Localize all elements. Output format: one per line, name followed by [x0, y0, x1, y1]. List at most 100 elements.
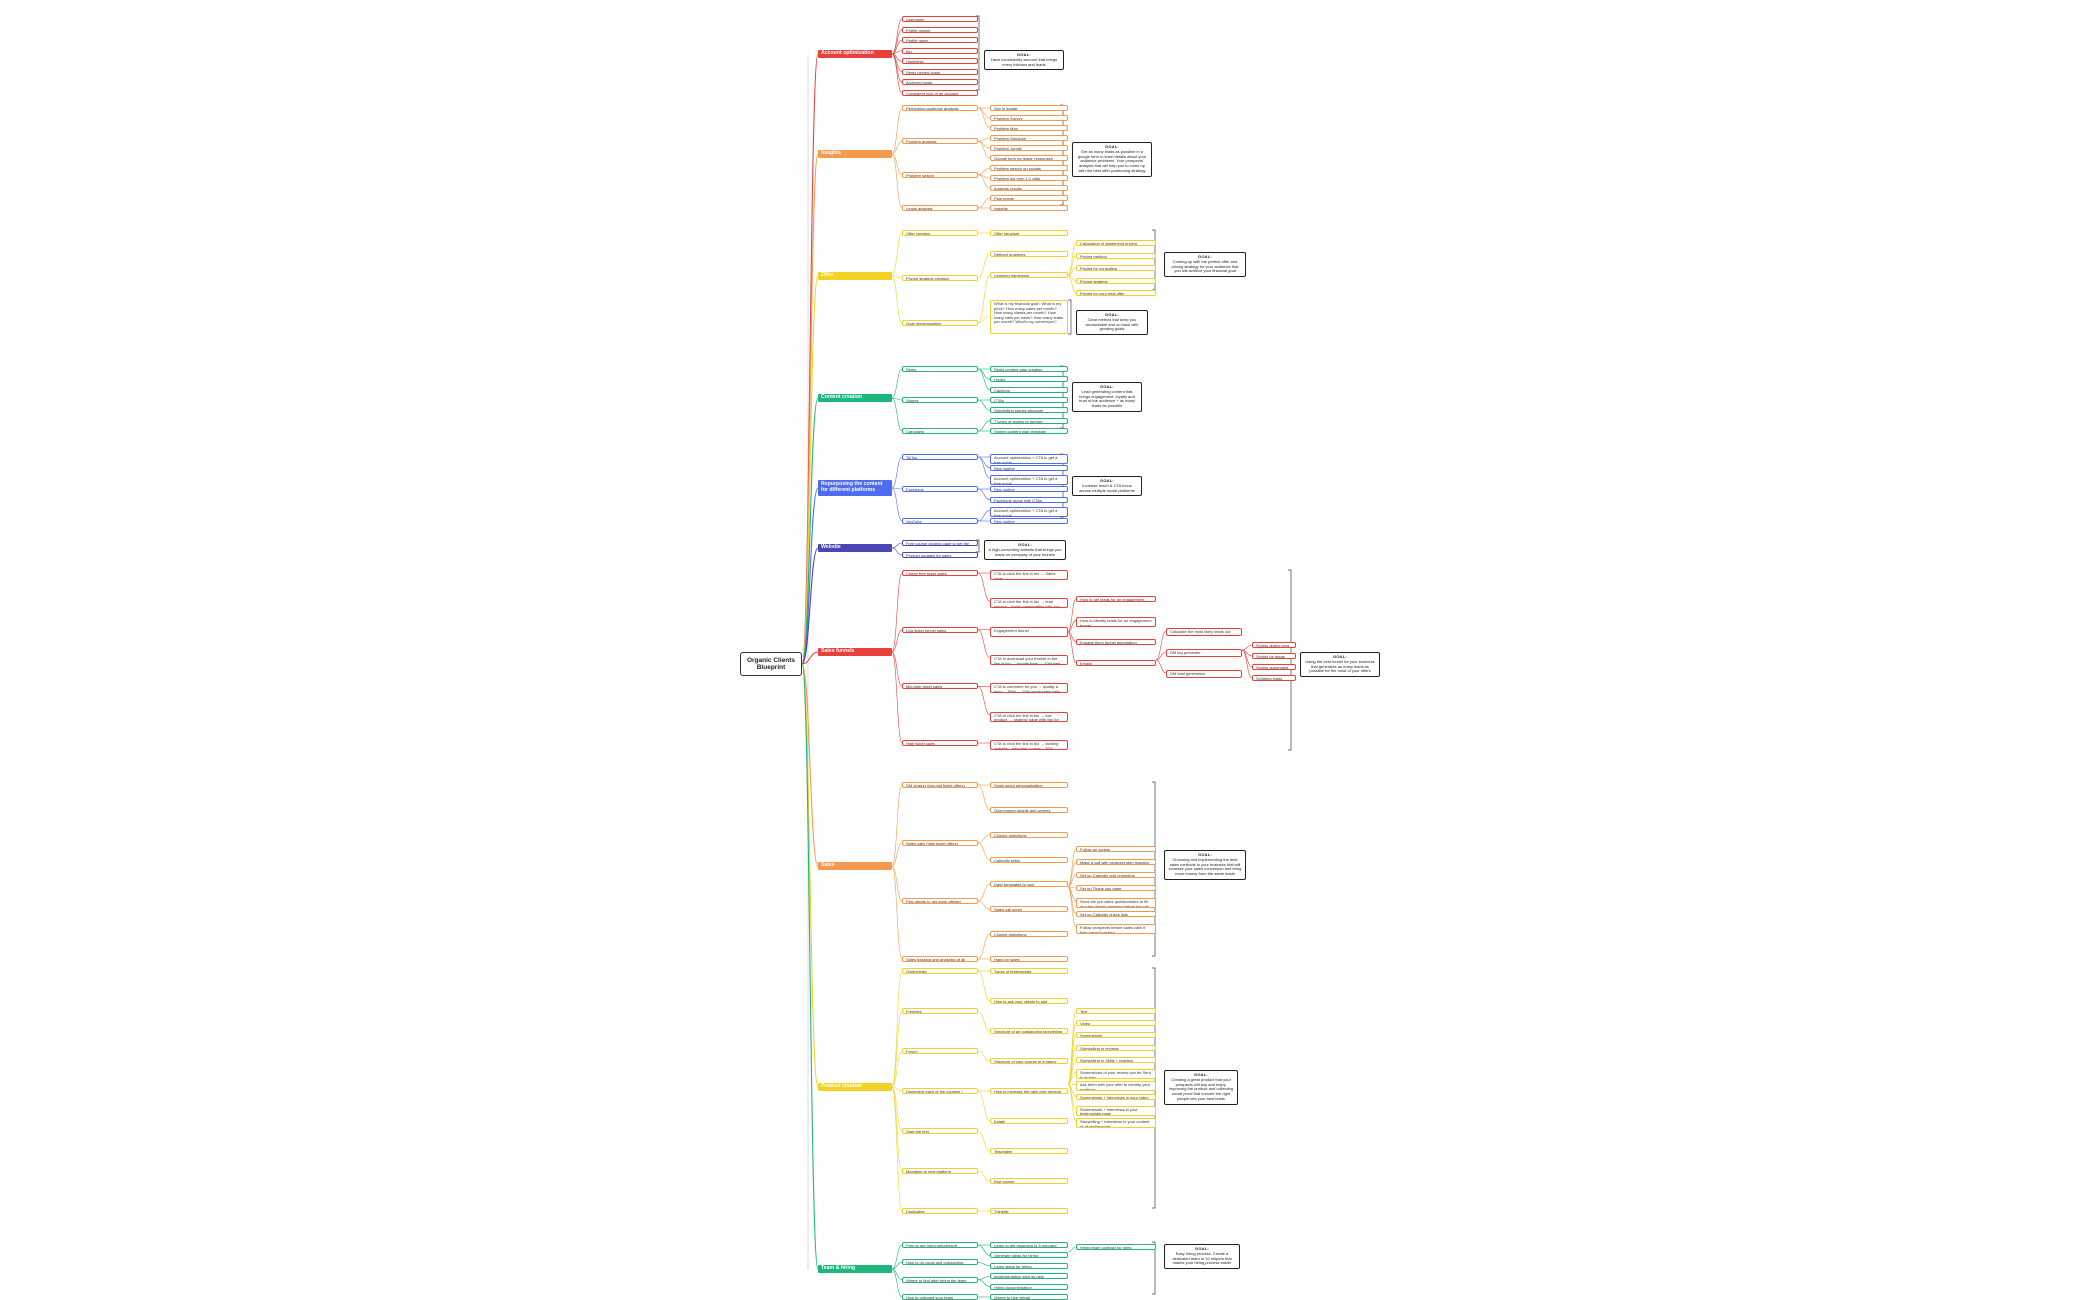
script-funnels[interactable]: Scripts for leads: [1252, 653, 1296, 659]
goal-offer-secondary[interactable]: GOAL: Clear metrics that keep you account…: [1076, 310, 1148, 336]
item-funnels[interactable]: Mid-high ticket sales: [902, 683, 978, 690]
detail-insights[interactable]: Problem Structure: [990, 135, 1068, 141]
dm-funnels[interactable]: DM leg presenter: [1166, 649, 1242, 657]
script-funnels[interactable]: Scripts automated wait: [1252, 664, 1296, 670]
item-sales[interactable]: Sales tracking and analytics of all your…: [902, 956, 978, 962]
item-product[interactable]: Document each of the courses / reviews: [902, 1088, 978, 1094]
goal-website[interactable]: GOAL: A high-converting website that brin…: [984, 540, 1066, 561]
item-account[interactable]: Profile name: [902, 37, 978, 44]
item-repurposing[interactable]: Facebook: [902, 486, 978, 492]
goal-product[interactable]: GOAL: Creating a great product that your …: [1164, 1070, 1238, 1105]
detail-insights[interactable]: Problem search on socials: [990, 165, 1068, 171]
sub-sales[interactable]: Send the pre-sales questionnaire to fill…: [1076, 898, 1156, 908]
detail-repurposing[interactable]: Reg routine: [990, 464, 1068, 471]
detail-insights[interactable]: Problem Survey: [990, 115, 1068, 121]
category-funnels[interactable]: Sales funnels: [818, 648, 892, 656]
detail-funnels[interactable]: CTA to download your freebie in the link…: [990, 655, 1068, 665]
detail-offer[interactable]: Offer structure: [990, 230, 1068, 236]
detail-funnels[interactable]: Engagement funnel: [990, 626, 1068, 637]
item-account[interactable]: Profile picture: [902, 26, 978, 33]
detail-sales[interactable]: Scale script personalization: [990, 782, 1068, 788]
detail-sales[interactable]: Hand on sales: [990, 956, 1068, 962]
detail-funnels[interactable]: CTA to comment for you → quality a lead …: [990, 683, 1068, 694]
item-insights[interactable]: Problem search: [902, 171, 978, 178]
root-node[interactable]: Organic Clients Blueprint: [740, 652, 802, 676]
sub-product[interactable]: Screenshots: [1076, 1032, 1156, 1039]
sub-product[interactable]: Screenshots + Interviews in your video p…: [1076, 1093, 1156, 1100]
dm-funnels[interactable]: Calculate the most likely leads out reac…: [1166, 628, 1242, 636]
detail-offer[interactable]: Defined problems: [990, 251, 1068, 257]
goal-insights[interactable]: GOAL: Get as many leads as possible in a …: [1072, 142, 1152, 177]
item-insights[interactable]: Performing audience analysis: [902, 105, 978, 111]
sub-product[interactable]: Screenshots + interviews in your testimo…: [1076, 1105, 1156, 1116]
item-product[interactable]: Outlinelinks: [902, 968, 978, 974]
detail-content[interactable]: 7 types of stories to nurture: [990, 417, 1068, 424]
detail-insights[interactable]: Insights: [990, 205, 1068, 211]
category-offer[interactable]: Offer: [818, 272, 892, 280]
sub-offer[interactable]: Pricing for consulting: [1076, 265, 1156, 271]
item-offer[interactable]: Pricing strategy creation: [902, 275, 978, 281]
sub-sales[interactable]: Follow prospects before sales calls if t…: [1076, 924, 1156, 934]
detail-team[interactable]: Implementation step as new TeamMaster/Le…: [990, 1273, 1068, 1280]
item-account[interactable]: Bio: [902, 47, 978, 54]
detail-content[interactable]: Hooks: [990, 376, 1068, 383]
detail-product[interactable]: Types of testimonials: [990, 968, 1068, 974]
detail-sales[interactable]: Closing objections: [990, 931, 1068, 938]
script-funnels[interactable]: Scripts during long talk: [1252, 642, 1296, 648]
item-product[interactable]: Freebies: [902, 1008, 978, 1014]
goal-content[interactable]: GOAL: Lead generating content that brings…: [1072, 382, 1142, 412]
detail-product[interactable]: Structure of an outstanding storytelling…: [990, 1028, 1068, 1034]
item-offer[interactable]: Goal decomposition: [902, 320, 978, 326]
detail-repurposing[interactable]: Facebook group with CTAs: [990, 496, 1068, 503]
goal-account[interactable]: GOAL: Have consistently account that brin…: [984, 50, 1064, 71]
script-funnels[interactable]: Scripting leads: [1252, 675, 1296, 681]
item-funnels[interactable]: High ticket sales: [902, 740, 978, 746]
item-website[interactable]: Product updates for sales: [902, 552, 978, 558]
sub-funnels[interactable]: How to identify leads for an engagement …: [1076, 617, 1156, 628]
item-product[interactable]: Migrating to new platform: [902, 1168, 978, 1174]
goal-funnels[interactable]: GOAL: Using the best funnel for your busi…: [1300, 652, 1380, 678]
detail-insights[interactable]: Spy in avatar: [990, 105, 1068, 111]
item-funnels[interactable]: Low ticket funnel sales: [902, 626, 978, 633]
item-repurposing[interactable]: TikTok: [902, 454, 978, 460]
detail-sales[interactable]: Daily templates to your: [990, 881, 1068, 888]
item-repurposing[interactable]: YouTube: [902, 518, 978, 524]
item-account[interactable]: Reels pinned posts: [902, 68, 978, 75]
detail-content[interactable]: Captions: [990, 386, 1068, 393]
sub-product[interactable]: Storytelling in Skills + reaction: [1076, 1056, 1156, 1063]
sub-funnels[interactable]: How to get leads for an engagement funne…: [1076, 596, 1156, 602]
detail-content[interactable]: Reels content plan creation: [990, 366, 1068, 372]
sub-product[interactable]: Storytelling in reviews: [1076, 1044, 1156, 1051]
item-account[interactable]: Archived posts: [902, 79, 978, 86]
detail-team[interactable]: Hiring documentation: [990, 1283, 1068, 1290]
item-content[interactable]: Carousels: [902, 428, 978, 434]
item-product[interactable]: Start the text: [902, 1128, 978, 1134]
sub-product[interactable]: Storytelling + interviews in your conten…: [1076, 1118, 1156, 1128]
item-sales[interactable]: Pick clients to get done offered: [902, 898, 978, 904]
decomposition-box[interactable]: What is my financial goal? What is my pr…: [990, 300, 1068, 334]
detail-insights[interactable]: Pain points: [990, 195, 1068, 201]
detail-content[interactable]: Stories content plan template: [990, 428, 1068, 434]
item-team[interactable]: How to do vocal and onboarding: [902, 1259, 978, 1266]
detail-team[interactable]: Learn to get resuming to 5 onboard team …: [990, 1242, 1068, 1248]
sub-product[interactable]: Ask them with your offer to identify you…: [1076, 1081, 1156, 1092]
detail-insights[interactable]: Problem Jungle: [990, 145, 1068, 151]
detail-repurposing[interactable]: Reg routine: [990, 518, 1068, 524]
detail-repurposing[interactable]: Account optimization + CTA to get a free…: [990, 507, 1068, 518]
detail-team[interactable]: Generate ideas for hiring: [990, 1252, 1068, 1259]
detail-repurposing[interactable]: Reg routine: [990, 486, 1068, 492]
detail-funnels[interactable]: CTA to click the link in bio → landing w…: [990, 740, 1068, 750]
item-offer[interactable]: Offer creation: [902, 230, 978, 236]
detail-product[interactable]: Kiwi course: [990, 1178, 1068, 1184]
item-insights[interactable]: Problem analysis: [902, 138, 978, 145]
tools-box[interactable]: Hiring team contract for hires: [1076, 1244, 1156, 1250]
detail-sales[interactable]: Closing objections: [990, 831, 1068, 838]
category-account[interactable]: Account optimization: [818, 50, 892, 58]
category-repurposing[interactable]: Repurposing the content for different pl…: [818, 480, 892, 496]
detail-sales[interactable]: Overcoming doubts and worries: [990, 806, 1068, 813]
detail-product[interactable]: How to increase the gain over several ye…: [990, 1088, 1068, 1094]
sub-sales[interactable]: Set up Calendly check lists: [1076, 911, 1156, 917]
sub-offer[interactable]: Pricing strategy: [1076, 277, 1156, 284]
detail-sales[interactable]: Calendly setup: [990, 856, 1068, 863]
item-team[interactable]: Prep to get hired beforehand: [902, 1242, 978, 1248]
